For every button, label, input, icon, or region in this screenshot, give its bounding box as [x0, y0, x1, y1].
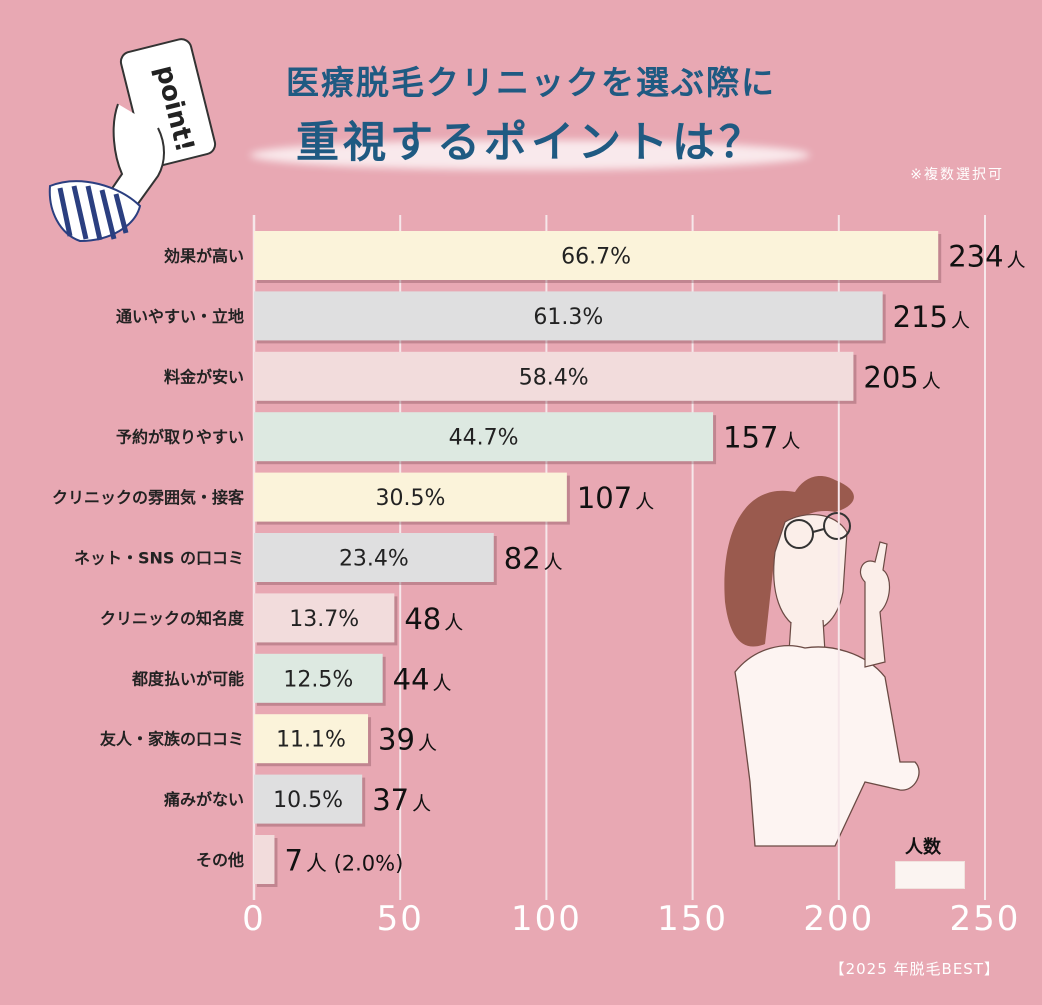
percent-label: 66.7%	[561, 245, 631, 270]
category-label: 通いやすい・立地	[116, 307, 244, 326]
bar	[254, 291, 883, 341]
bar	[254, 231, 939, 280]
category-label: 料金が安い	[164, 367, 244, 386]
percent-label: 10.5%	[273, 788, 343, 813]
value-label: 107 人	[577, 481, 654, 515]
category-label: クリニックの雰囲気・接客	[52, 488, 245, 507]
multiple-choice-note: ※複数選択可	[910, 167, 1004, 183]
percent-label: 61.3%	[533, 305, 603, 330]
percent-label: 12.5%	[283, 667, 353, 692]
percent-label: 58.4%	[519, 365, 589, 390]
source-credit: 【2025 年脱毛BEST】	[829, 960, 1000, 978]
title-highlight-brush	[250, 140, 810, 170]
bar	[254, 835, 275, 884]
chart-title-line1: 医療脱毛クリニックを選ぶ際に	[286, 63, 776, 102]
value-label: 205 人	[863, 360, 940, 394]
category-label: 友人・家族の口コミ	[100, 730, 244, 749]
x-tick-label: 0	[242, 899, 266, 939]
value-label: 82 人	[504, 542, 563, 576]
value-label: 157 人	[723, 421, 800, 455]
category-label: 効果が高い	[164, 247, 244, 266]
category-label: クリニックの知名度	[100, 609, 245, 628]
percent-label: 11.1%	[276, 728, 346, 753]
value-label: 48 人	[404, 602, 463, 636]
bar	[254, 351, 854, 401]
bar	[254, 593, 395, 643]
bar	[254, 472, 567, 522]
legend-swatch	[895, 861, 965, 889]
x-tick-label: 250	[950, 899, 1021, 939]
bar	[254, 412, 714, 462]
value-label: 37 人	[372, 783, 431, 817]
value-label: 44 人	[393, 662, 452, 696]
percent-label: 13.7%	[289, 607, 359, 632]
legend-label: 人数	[905, 837, 941, 858]
category-label: 予約が取りやすい	[116, 428, 244, 447]
hair-shape	[724, 476, 854, 647]
hand-phone-illustration: point!	[48, 38, 217, 243]
value-label: 215 人	[893, 300, 970, 334]
category-label: 痛みがない	[163, 790, 244, 809]
category-label: 都度払いが可能	[131, 669, 244, 688]
bar	[254, 653, 383, 703]
x-tick-label: 200	[803, 899, 874, 939]
raised-hand-shape	[860, 541, 890, 668]
bar	[254, 714, 369, 764]
glasses-icon	[784, 512, 851, 549]
body-shape	[734, 645, 920, 847]
value-label: 39 人	[378, 723, 437, 757]
percent-label: 30.5%	[375, 486, 445, 511]
sleeve-icon	[48, 180, 142, 243]
category-label: ネット・SNS の口コミ	[74, 549, 244, 568]
percent-label: 44.7%	[449, 426, 519, 451]
value-label: 234 人	[948, 240, 1025, 274]
chart-title-line2: 重視するポイントは？	[296, 118, 766, 168]
woman-illustration	[724, 476, 920, 847]
face-shape	[773, 514, 848, 632]
x-tick-label: 50	[377, 899, 424, 939]
x-tick-label: 100	[511, 899, 582, 939]
category-label: その他	[196, 851, 244, 870]
bar	[254, 774, 363, 824]
x-tick-label: 150	[657, 899, 728, 939]
bar	[254, 533, 494, 582]
percent-label: 23.4%	[339, 547, 409, 572]
